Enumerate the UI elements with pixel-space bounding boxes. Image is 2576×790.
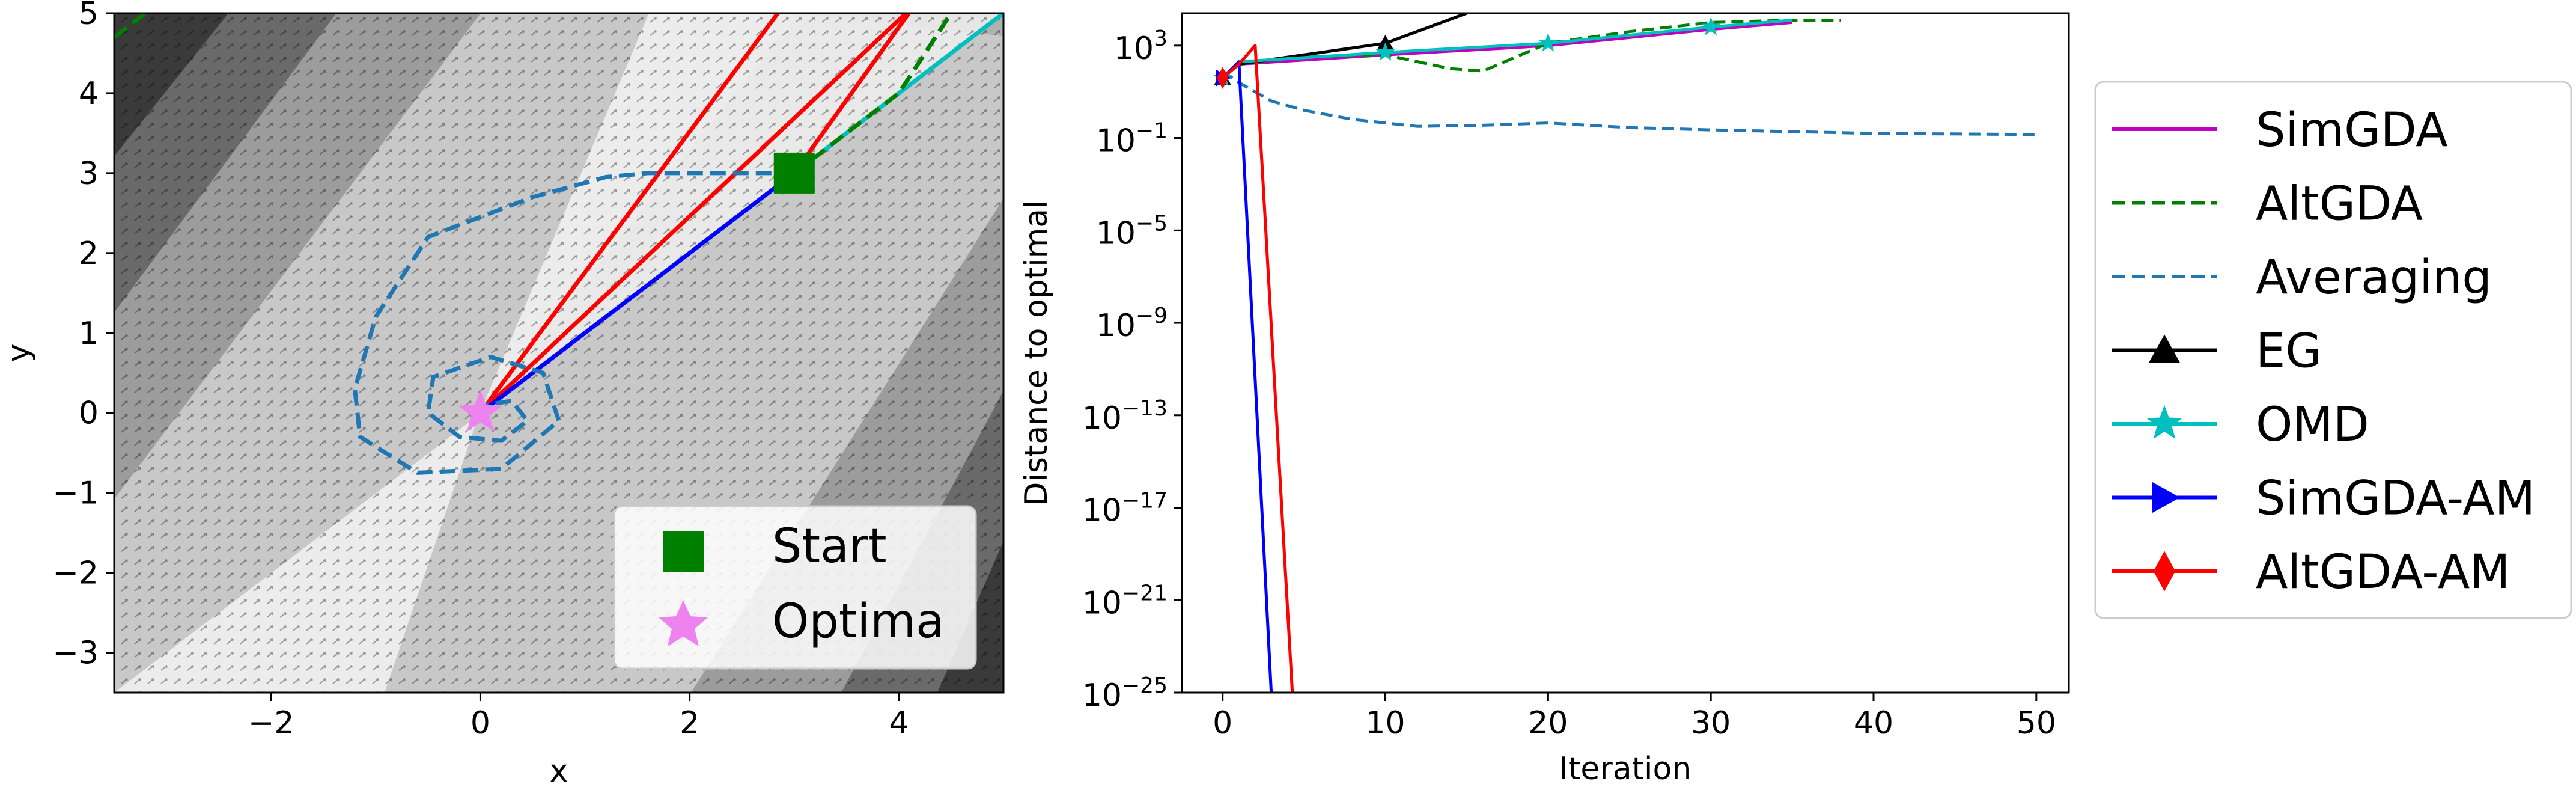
legend-optima-marker	[659, 600, 708, 646]
left-y-tick-label: 1	[79, 316, 99, 352]
right-y-tick-label: 10−25	[1082, 673, 1168, 714]
legend-item-omd: OMD	[2112, 398, 2369, 452]
right-x-tick-label: 10	[1365, 705, 1405, 741]
right-x-axis-label: Iteration	[1559, 751, 1692, 787]
legend-label: AltGDA-AM	[2256, 545, 2510, 599]
legend-start-marker	[663, 531, 704, 572]
legend-item-averaging: Averaging	[2112, 251, 2492, 305]
left-x-tick-label: 0	[470, 705, 490, 741]
left-y-ticks: −3 −2 −1 0 1 2 3 4 5	[52, 0, 114, 672]
marker-eg	[1377, 34, 1394, 51]
right-y-tick-label: 10−5	[1096, 211, 1168, 251]
trajectory-markers	[458, 152, 815, 432]
left-x-tick-label: −2	[248, 705, 294, 741]
legend-marker-altgda-am	[2153, 551, 2176, 592]
left-x-axis-label: x	[550, 753, 568, 789]
trajectory-simgda-am	[479, 171, 796, 415]
trajectory-altgda-am	[478, 13, 912, 415]
right-y-tick-label: 10−13	[1082, 396, 1168, 436]
optima-marker	[458, 390, 502, 432]
left-y-tick-label: 0	[79, 396, 99, 432]
left-y-tick-label: 5	[79, 0, 99, 32]
right-axes-background	[1182, 13, 2069, 693]
right-legend-box	[2094, 81, 2572, 619]
legend-item-simgda-am: SimGDA-AM	[2112, 472, 2535, 526]
right-legend: SimGDA AltGDA Averaging EG OMD SimGDA-AM AltGD…	[2094, 81, 2572, 619]
legend-label: EG	[2256, 325, 2322, 379]
right-x-tick-label: 30	[1691, 705, 1731, 741]
left-y-tick-label: 4	[79, 76, 99, 112]
distance-plot: 0 10 20 30 40 50 103 10−1 10−5 10−9 10−13 10−17 10−…	[1019, 12, 2572, 787]
legend-label-optima: Optima	[772, 595, 945, 649]
legend-label: SimGDA-AM	[2256, 472, 2535, 526]
left-y-tick-label: 2	[79, 236, 99, 272]
left-legend: Start Optima	[613, 505, 977, 670]
right-x-tick-label: 0	[1213, 705, 1232, 741]
left-y-tick-label: −1	[52, 476, 99, 512]
trajectory-averaging	[353, 171, 794, 475]
right-x-tick-label: 20	[1528, 705, 1568, 741]
left-x-ticks: −2 0 2 4	[248, 693, 909, 741]
right-x-tick-label: 40	[1854, 705, 1893, 741]
start-marker	[773, 152, 815, 194]
left-legend-box	[613, 505, 977, 670]
trajectory-series	[114, 13, 1003, 475]
legend-label: OMD	[2256, 398, 2369, 452]
series-altgda-am	[1222, 44, 1294, 693]
legend-marker-eg	[2149, 334, 2180, 363]
marker-omd	[1375, 42, 1395, 61]
legend-item-simgda: SimGDA	[2112, 103, 2448, 158]
left-y-tick-label: 3	[79, 156, 99, 192]
left-y-tick-label: −2	[52, 556, 99, 592]
legend-label-start: Start	[772, 519, 887, 574]
legend-marker-omd	[2146, 405, 2182, 439]
right-axes-frame	[1181, 12, 2070, 694]
right-x-tick-label: 50	[2017, 705, 2056, 741]
trajectory-eg	[114, 13, 147, 39]
marker-omd	[1701, 17, 1721, 35]
left-y-axis-label: y	[1, 344, 37, 363]
legend-label: Averaging	[2256, 251, 2492, 305]
trajectory-simgda	[793, 13, 1003, 175]
left-x-tick-label: 2	[680, 705, 699, 741]
distance-series	[1213, 13, 2036, 693]
right-x-ticks: 0 10 20 30 40 50	[1213, 693, 2056, 741]
legend-label: AltGDA	[2256, 177, 2423, 231]
right-y-tick-label: 10−9	[1096, 304, 1168, 344]
left-axes-frame	[113, 12, 1005, 694]
left-y-tick-label: −3	[52, 635, 99, 672]
right-y-tick-label: 10−1	[1096, 119, 1168, 159]
right-y-axis-label: Distance to optimal	[1019, 200, 1055, 506]
legend-item-eg: EG	[2112, 325, 2322, 379]
series-averaging	[1222, 70, 2036, 136]
legend-label: SimGDA	[2256, 103, 2448, 158]
trajectory-plot: −2 0 2 4 −3 −2 −1 0 1 2 3 4 5 x y Start Optima	[1, 0, 1005, 789]
right-y-ticks: 103 10−1 10−5 10−9 10−13 10−17 10−21 10−25	[1082, 26, 1182, 714]
left-x-tick-label: 4	[889, 705, 909, 741]
marker-altgda-am	[1216, 67, 1229, 89]
right-y-tick-label: 10−21	[1082, 581, 1168, 621]
legend-item-altgda-am: AltGDA-AM	[2112, 545, 2510, 599]
right-y-tick-label: 10−17	[1082, 489, 1168, 529]
legend-marker-simgda-am	[2152, 482, 2180, 513]
marker-omd	[1538, 33, 1558, 52]
legend-item-altgda: AltGDA	[2112, 177, 2423, 231]
right-y-tick-label: 103	[1114, 26, 1168, 67]
